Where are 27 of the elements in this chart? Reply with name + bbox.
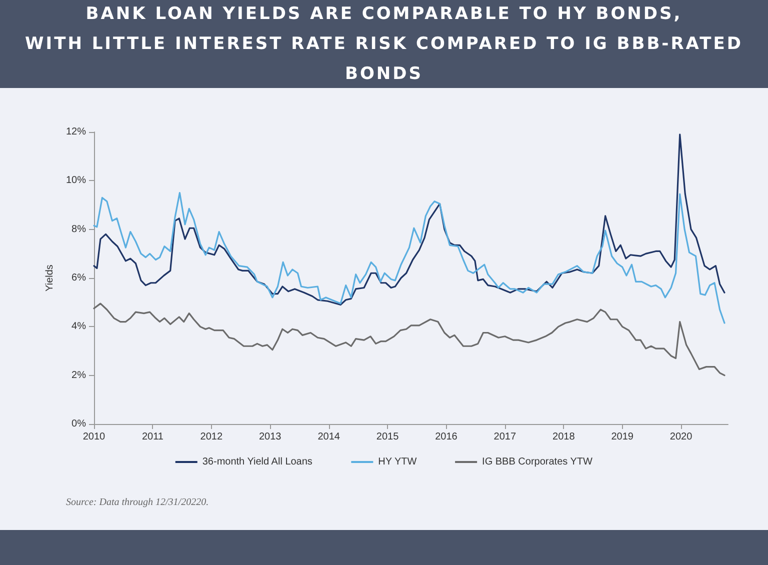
y-tick-label: 12% bbox=[66, 126, 86, 138]
y-tick-label: 4% bbox=[72, 321, 86, 332]
x-tick-label: 2012 bbox=[200, 432, 223, 442]
x-tick-label: 2019 bbox=[611, 432, 634, 442]
source-note: Source: Data through 12/31/20220. bbox=[66, 497, 209, 508]
x-tick-label: 2010 bbox=[82, 432, 106, 442]
x-tick-label: 2014 bbox=[318, 432, 340, 442]
y-tick-label: 0% bbox=[72, 418, 86, 430]
legend-label: HY YTW bbox=[378, 456, 418, 468]
y-tick-label: 6% bbox=[72, 272, 86, 284]
y-tick-label: 2% bbox=[72, 370, 86, 381]
line-series bbox=[93, 192, 726, 324]
x-tick-label: 2011 bbox=[142, 432, 164, 442]
x-tick-label: 2018 bbox=[552, 432, 576, 442]
y-axis-title: Yields bbox=[44, 264, 56, 292]
x-tick-label: 2017 bbox=[494, 432, 516, 442]
line-series bbox=[93, 302, 726, 376]
x-tick-label: 2013 bbox=[258, 432, 282, 442]
x-tick-label: 2016 bbox=[435, 432, 458, 442]
y-tick-label: 8% bbox=[72, 224, 86, 235]
line-series bbox=[93, 134, 726, 306]
chart-title: BANK LOAN YIELDS ARE COMPARABLE TO HY BONDS, WITH LITTLE INTEREST RATE RISK COMPARED TO IG BBB-RATED BONDS bbox=[0, 0, 768, 88]
legend-label: 36-month Yield All Loans bbox=[202, 456, 312, 468]
x-tick-label: 2020 bbox=[670, 432, 693, 442]
legend-label: IG BBB Corporates YTW bbox=[482, 456, 594, 468]
y-tick-label: 10% bbox=[66, 175, 86, 186]
x-tick-label: 2015 bbox=[376, 432, 400, 442]
